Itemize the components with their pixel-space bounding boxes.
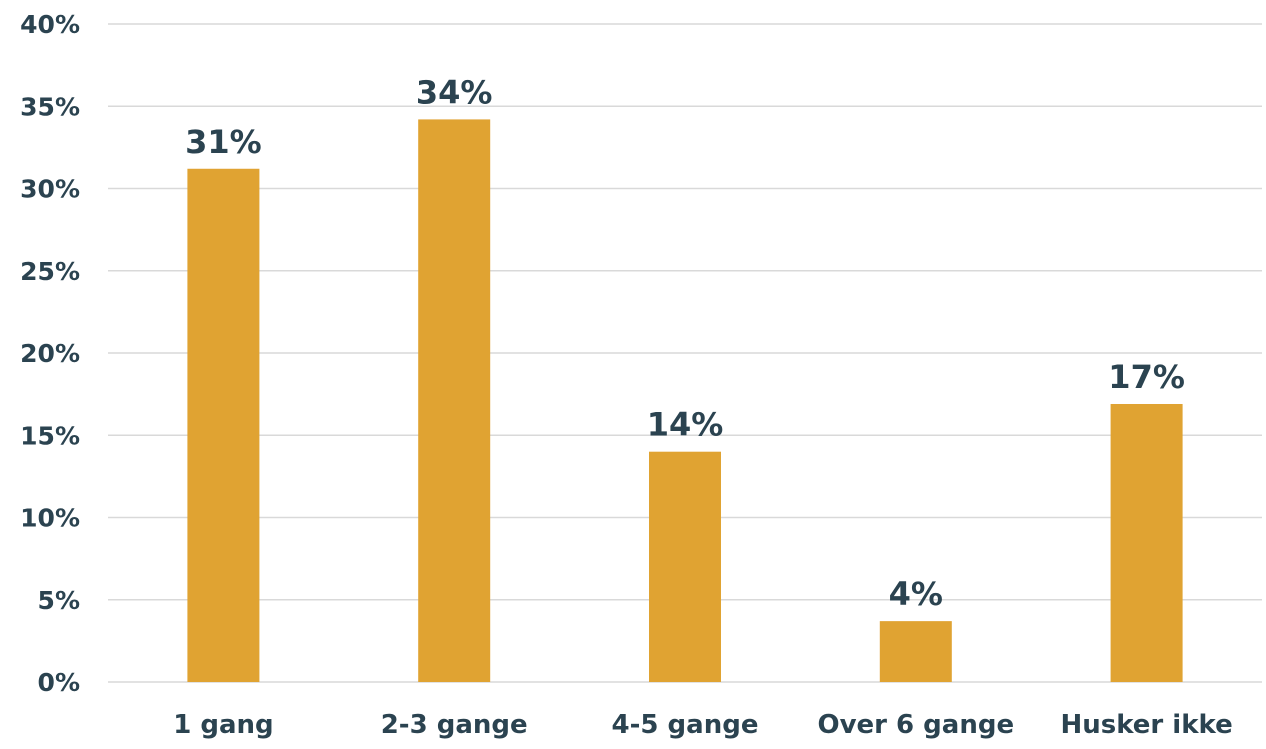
y-tick-label: 25% (20, 257, 80, 286)
x-category-label: 4-5 gange (612, 710, 759, 740)
bars (187, 119, 1183, 682)
x-category-label: Over 6 gange (817, 710, 1014, 740)
data-label: 34% (416, 73, 493, 111)
x-axis-categories: 1 gang 2-3 gange 4-5 gange Over 6 gange Husk… (173, 710, 1233, 740)
y-tick-label: 40% (20, 10, 80, 39)
data-label: 31% (185, 123, 262, 161)
gridlines (108, 23, 1262, 683)
data-label: 17% (1108, 358, 1185, 396)
data-labels: 31% 34% 14% 4% 17% (185, 73, 1185, 613)
bar (187, 168, 260, 682)
bar (418, 119, 491, 682)
bar (1110, 403, 1183, 682)
y-tick-label: 5% (38, 586, 80, 615)
y-tick-label: 0% (38, 668, 80, 697)
y-axis-ticks: 0% 5% 10% 15% 20% 25% 30% 35% 40% (20, 10, 80, 697)
data-label: 4% (889, 575, 943, 613)
bar (879, 621, 952, 682)
data-label: 14% (647, 406, 724, 444)
y-tick-label: 35% (20, 92, 80, 121)
y-tick-label: 20% (20, 339, 80, 368)
x-category-label: 2-3 gange (381, 710, 528, 740)
y-tick-label: 10% (20, 504, 80, 533)
x-category-label: Husker ikke (1060, 710, 1232, 740)
x-category-label: 1 gang (173, 710, 273, 740)
y-tick-label: 15% (20, 421, 80, 450)
bar (649, 451, 721, 682)
y-tick-label: 30% (20, 175, 80, 204)
